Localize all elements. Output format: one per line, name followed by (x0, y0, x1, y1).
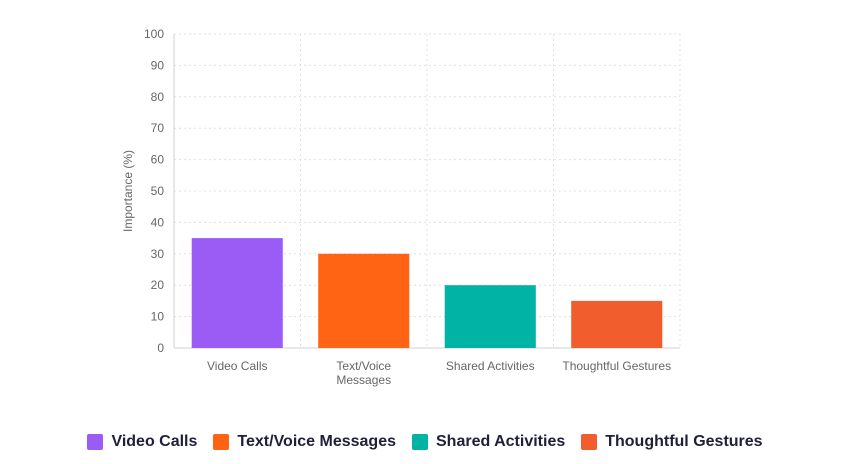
x-tick-label: Video Calls (207, 359, 267, 373)
y-tick-label: 70 (151, 121, 165, 135)
legend-item-video-calls[interactable]: Video Calls (87, 433, 197, 451)
y-tick-label: 10 (151, 310, 165, 324)
legend-label: Shared Activities (436, 433, 566, 450)
bar-chart: 0 10 20 30 40 50 60 70 80 90 100 Video Calls Text/V… (121, 27, 681, 387)
legend-swatch (581, 434, 598, 450)
legend-item-text-voice-messages[interactable]: Text/Voice Messages (213, 433, 396, 451)
legend-swatch (87, 434, 104, 450)
x-axis-ticks: Video Calls Text/Voice Messages Shared Acti… (207, 359, 671, 387)
grid-lines (173, 33, 681, 349)
legend-label: Text/Voice Messages (237, 433, 396, 450)
y-tick-label: 0 (157, 341, 164, 355)
y-axis-ticks: 0 10 20 30 40 50 60 70 80 90 100 (144, 27, 164, 355)
y-tick-label: 20 (151, 278, 165, 292)
y-tick-label: 60 (151, 153, 165, 167)
legend-label: Thoughtful Gestures (605, 433, 763, 450)
y-tick-label: 30 (151, 247, 165, 261)
legend-swatch (213, 434, 230, 450)
legend-item-shared-activities[interactable]: Shared Activities (412, 433, 565, 451)
y-tick-label: 50 (151, 184, 165, 198)
y-tick-label: 100 (144, 27, 164, 41)
y-axis-title: Importance (%) (121, 150, 135, 232)
bar[interactable] (571, 300, 663, 348)
y-tick-label: 40 (151, 215, 165, 229)
bar[interactable] (444, 285, 536, 348)
legend-label: Video Calls (111, 433, 198, 450)
bar[interactable] (191, 238, 283, 348)
legend-item-thoughtful-gestures[interactable]: Thoughtful Gestures (581, 433, 763, 451)
legend: Video Calls Text/Voice Messages Shared A… (0, 428, 850, 456)
legend-swatch (412, 434, 428, 450)
bars (191, 238, 663, 348)
x-tick-label: Shared Activities (446, 359, 535, 373)
y-tick-label: 80 (151, 90, 165, 104)
x-tick-label: Text/Voice Messages (336, 359, 391, 387)
y-tick-label: 90 (151, 58, 165, 72)
x-tick-label: Thoughtful Gestures (562, 359, 671, 373)
bar[interactable] (318, 253, 410, 348)
